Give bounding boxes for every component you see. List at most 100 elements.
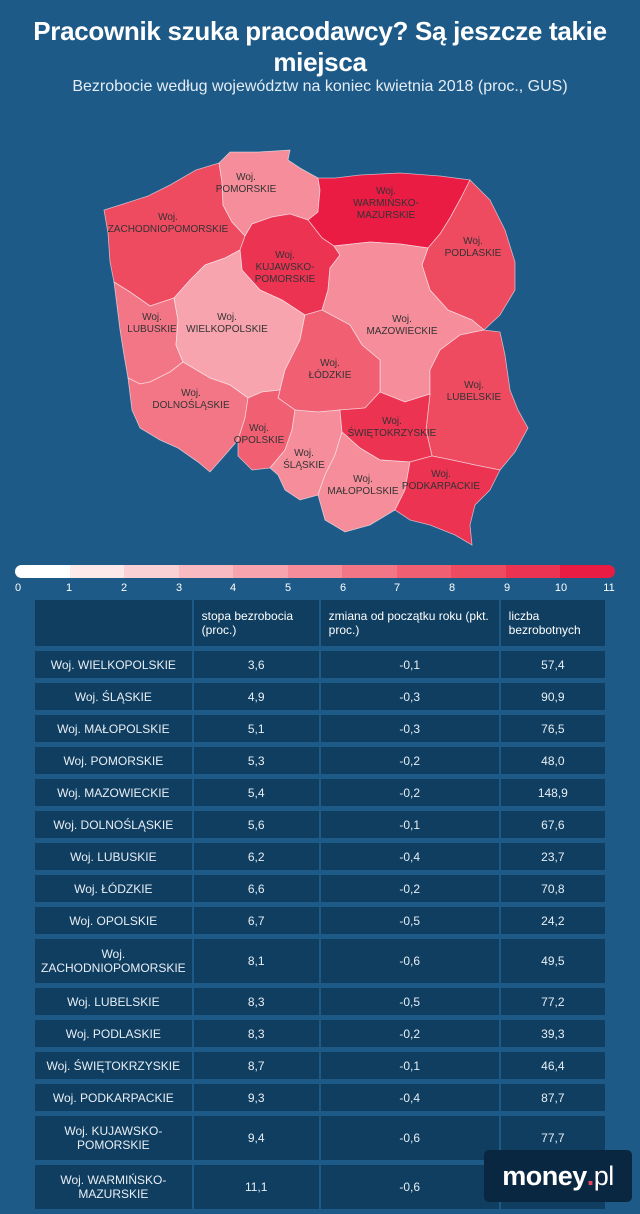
scale-tick-label: 10 xyxy=(554,582,568,594)
region-cell: Woj. ZACHODNIOPOMORSKIE xyxy=(35,939,194,983)
change-cell: -0,2 xyxy=(320,747,501,774)
rate-cell: 6,6 xyxy=(193,875,321,902)
region-label-line: Woj. xyxy=(392,314,412,325)
region-cell: Woj. POMORSKIE xyxy=(35,747,194,774)
region-label-line: WIELKOPOLSKIE xyxy=(186,324,268,335)
table-row: Woj. DOLNOŚLĄSKIE 5,6 -0,1 67,6 xyxy=(35,811,605,838)
region-label-line: LUBELSKIE xyxy=(447,392,502,403)
change-cell: -0,6 xyxy=(320,1116,501,1160)
region-label-line: PODLASKIE xyxy=(445,248,502,259)
map-regions xyxy=(103,149,529,546)
region-label-line: Woj. xyxy=(431,469,451,480)
region-cell: Woj. LUBUSKIE xyxy=(35,843,194,870)
rate-cell: 8,3 xyxy=(193,988,321,1015)
region-cell: Woj. WARMIŃSKO-MAZURSKIE xyxy=(35,1165,194,1209)
page-subtitle: Bezrobocie według województw na koniec k… xyxy=(72,78,568,95)
scale-segment xyxy=(396,565,452,578)
rate-cell: 8,1 xyxy=(193,939,321,983)
scale-segment xyxy=(69,565,125,578)
rate-cell: 3,6 xyxy=(193,651,321,678)
table-row: Woj. ŁÓDZKIE 6,6 -0,2 70,8 xyxy=(35,875,605,902)
region-label-dolnoslaskie: Woj. DOLNOŚLĄSKIE xyxy=(152,388,230,411)
region-label-line: LUBUSKIE xyxy=(127,324,177,335)
color-scale-ticks: 0 1 2 3 4 5 6 7 8 9 10 11 xyxy=(0,582,640,596)
scale-tick-label: 1 xyxy=(65,582,73,594)
rate-cell: 6,2 xyxy=(193,843,321,870)
region-label-lodzkie: Woj. ŁÓDZKIE xyxy=(309,358,352,381)
region-cell: Woj. MAZOWIECKIE xyxy=(35,779,194,806)
region-label-line: Woj. xyxy=(142,312,162,323)
region-label-line: Woj. xyxy=(236,172,256,183)
scale-segment xyxy=(505,565,561,578)
region-label-slaskie: Woj. ŚLĄSKIE xyxy=(283,448,325,471)
table-row: Woj. POMORSKIE 5,3 -0,2 48,0 xyxy=(35,747,605,774)
region-label-pomorskie: Woj. POMORSKIE xyxy=(216,172,277,195)
table-row: Woj. LUBUSKIE 6,2 -0,4 23,7 xyxy=(35,843,605,870)
scale-segment xyxy=(560,565,615,578)
region-podkarpackie xyxy=(394,455,501,546)
scale-segment xyxy=(451,565,506,578)
region-label-line: Woj. xyxy=(376,186,396,197)
region-cell: Woj. ŚLĄSKIE xyxy=(35,683,194,710)
scale-segment xyxy=(287,565,343,578)
rate-cell: 6,7 xyxy=(193,907,321,934)
rate-cell: 8,3 xyxy=(193,1020,321,1047)
change-cell: -0,1 xyxy=(320,1052,501,1079)
change-cell: -0,2 xyxy=(320,1020,501,1047)
region-label-podlaskie: Woj. PODLASKIE xyxy=(445,236,502,259)
region-label-line: ŚLĄSKIE xyxy=(283,458,325,471)
region-cell: Woj. ŚWIĘTOKRZYSKIE xyxy=(35,1052,194,1079)
rate-cell: 5,3 xyxy=(193,747,321,774)
table-row: Woj. ŚLĄSKIE 4,9 -0,3 90,9 xyxy=(35,683,605,710)
rate-cell: 9,4 xyxy=(193,1116,321,1160)
region-label-line: Woj. xyxy=(217,312,237,323)
region-label-line: PODKARPACKIE xyxy=(402,481,480,492)
region-cell: Woj. PODLASKIE xyxy=(35,1020,194,1047)
rate-cell: 4,9 xyxy=(193,683,321,710)
logo-dot: . xyxy=(586,1160,595,1191)
region-label-line: Woj. xyxy=(320,358,340,369)
scale-tick-label: 2 xyxy=(120,582,128,594)
count-cell: 57,4 xyxy=(500,651,605,678)
region-label-podkarpackie: Woj. PODKARPACKIE xyxy=(402,469,480,492)
change-cell: -0,3 xyxy=(320,683,501,710)
region-label-line: DOLNOŚLĄSKIE xyxy=(152,398,230,411)
table-row: Woj. PODKARPACKIE 9,3 -0,4 87,7 xyxy=(35,1084,605,1111)
logo-name: money xyxy=(502,1160,587,1191)
count-cell: 148,9 xyxy=(500,779,605,806)
change-cell: -0,1 xyxy=(320,811,501,838)
region-label-line: ŚWIĘTOKRZYSKIE xyxy=(348,426,437,439)
region-label-line: MAZOWIECKIE xyxy=(366,326,437,337)
scale-segment xyxy=(178,565,234,578)
scale-segment xyxy=(342,565,397,578)
region-label-wielkopolskie: Woj. WIELKOPOLSKIE xyxy=(186,312,268,335)
count-cell: 49,5 xyxy=(500,939,605,983)
region-malopolskie xyxy=(317,431,411,533)
region-cell: Woj. LUBELSKIE xyxy=(35,988,194,1015)
change-cell: -0,2 xyxy=(320,779,501,806)
table-row: Woj. ZACHODNIOPOMORSKIE 8,1 -0,6 49,5 xyxy=(35,939,605,983)
money-pl-logo: money. pl xyxy=(484,1150,632,1202)
header-change: zmiana od początku roku (pkt. proc.) xyxy=(320,600,501,646)
color-scale xyxy=(15,565,615,578)
region-label-lubelskie: Woj. LUBELSKIE xyxy=(447,380,502,403)
region-label-mazowieckie: Woj. MAZOWIECKIE xyxy=(366,314,437,337)
rate-cell: 5,4 xyxy=(193,779,321,806)
rate-cell: 5,1 xyxy=(193,715,321,742)
table-header-row: stopa bezrobocia (proc.) zmiana od począ… xyxy=(35,600,605,646)
table-row: Woj. OPOLSKIE 6,7 -0,5 24,2 xyxy=(35,907,605,934)
region-label-line: POMORSKIE xyxy=(255,274,316,285)
region-label-line: KUJAWSKO- xyxy=(255,262,314,273)
header-count: liczba bezrobotnych xyxy=(500,600,605,646)
region-label-opolskie: Woj. OPOLSKIE xyxy=(234,423,285,446)
count-cell: 46,4 xyxy=(500,1052,605,1079)
table-row: Woj. ŚWIĘTOKRZYSKIE 8,7 -0,1 46,4 xyxy=(35,1052,605,1079)
region-label-warminsko-mazurskie: Woj. WARMIŃSKO-MAZURSKIE xyxy=(353,186,419,221)
count-cell: 87,7 xyxy=(500,1084,605,1111)
scale-tick-label: 6 xyxy=(339,582,347,594)
region-label-malopolskie: Woj. MAŁOPOLSKIE xyxy=(327,474,398,497)
logo-tld: pl xyxy=(593,1160,615,1191)
region-label-line: OPOLSKIE xyxy=(234,435,285,446)
region-label-line: Woj. xyxy=(181,388,201,399)
